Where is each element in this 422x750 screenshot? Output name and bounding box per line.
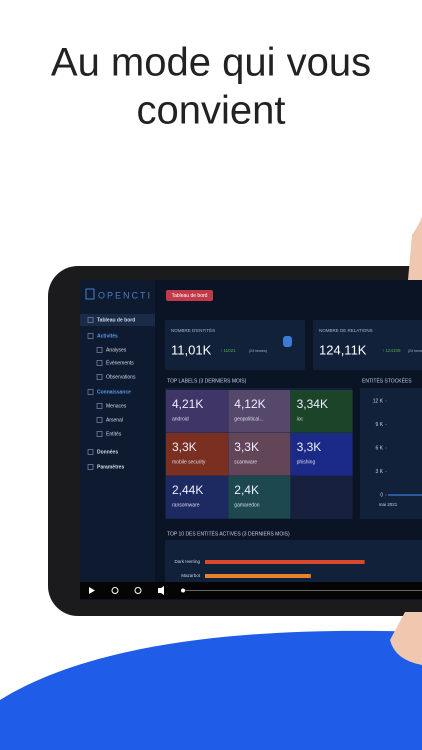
rewind-button[interactable] — [111, 587, 119, 594]
tile-label: phishing — [297, 459, 316, 465]
y-tick-label: 0 — [380, 492, 383, 498]
hand — [390, 215, 422, 665]
label-tile — [228, 390, 291, 433]
sidebar-item[interactable]: Tableau de bord — [97, 317, 135, 323]
sidebar-icon — [87, 449, 94, 455]
card — [313, 320, 422, 370]
sidebar-icon — [96, 374, 103, 380]
tile-label: android — [172, 416, 189, 422]
card-value: 124,11K — [319, 342, 367, 357]
sidebar — [80, 280, 155, 582]
y-tick-label: 12 K — [373, 398, 384, 404]
tile-value: 3,34K — [297, 397, 328, 411]
card-icon — [283, 336, 292, 347]
tile-value: 2,44K — [172, 483, 203, 497]
card-title: NOMBRE DE RELATIONS — [319, 328, 373, 333]
sidebar-item[interactable]: Entités — [106, 431, 122, 437]
tile-value: 2,4K — [234, 483, 259, 497]
sidebar-item[interactable]: Arsenal — [106, 417, 123, 423]
y-tick-label: 3 K — [375, 469, 383, 475]
sidebar-item[interactable]: Paramètres — [97, 464, 124, 470]
label-tile — [166, 476, 228, 519]
tile-label: geopolitical... — [234, 416, 263, 422]
volume-button[interactable] — [158, 586, 164, 595]
sidebar-icon — [96, 347, 103, 353]
section-title: ENTITÉS STOCKÉES — [362, 377, 412, 384]
tile-value: 3,3K — [172, 440, 197, 454]
logo — [85, 288, 95, 300]
sidebar-selected — [80, 314, 155, 326]
headline: Au mode qui vous — [51, 41, 371, 85]
tile-value: 3,3K — [234, 440, 259, 454]
card-period: (24 heures) — [249, 349, 267, 353]
sidebar-icon — [87, 389, 94, 395]
card-title: NOMBRE D'ENTITÉS — [171, 327, 215, 333]
tile-value: 3,3K — [297, 440, 322, 454]
play-button[interactable] — [89, 587, 95, 594]
bar-label: Dark Herring — [174, 559, 200, 564]
x-tick-label: mai 2021 — [379, 502, 398, 507]
label-tile — [290, 433, 353, 476]
sidebar-item[interactable]: Analyses — [106, 347, 127, 353]
tile-value: 4,12K — [234, 397, 265, 411]
bar — [205, 560, 365, 564]
sidebar-item[interactable]: Menaces — [106, 403, 127, 409]
sidebar-icon — [87, 333, 94, 339]
label-tile — [290, 390, 353, 433]
sidebar-icon — [87, 317, 94, 323]
tile-label: scamware — [234, 459, 257, 465]
section-title: TOP 10 DES ENTITÉS ACTIVES (3 DERNIERS M… — [167, 530, 290, 537]
label-tile — [290, 476, 353, 519]
sidebar-item[interactable]: Données — [97, 449, 118, 455]
panel — [360, 388, 422, 519]
tab[interactable] — [166, 290, 213, 301]
card — [165, 320, 305, 370]
tab-label[interactable]: Tableau de bord — [172, 293, 208, 299]
sidebar-icon — [96, 417, 103, 423]
label-tile — [166, 433, 228, 476]
brand: OPENCTI — [98, 290, 152, 300]
y-tick-label: 6 K — [375, 445, 383, 451]
sidebar-item[interactable]: Observations — [106, 374, 136, 380]
sidebar-icon — [87, 464, 94, 470]
card-delta: ↑ 11021 — [220, 348, 236, 353]
sidebar-icon — [96, 360, 103, 366]
tile-label: gamaredon — [234, 502, 260, 508]
sidebar-icon — [96, 431, 103, 437]
card-value: 11,01K — [171, 342, 212, 357]
tile-label: ioc — [297, 416, 304, 422]
tile-value: 4,21K — [172, 397, 203, 411]
card-period: (24 heures) — [408, 349, 422, 353]
bar — [205, 574, 311, 578]
progress-knob[interactable] — [181, 588, 185, 593]
card-delta: ↑ 124109 — [382, 348, 401, 353]
forward-button[interactable] — [134, 587, 142, 594]
sidebar-item[interactable]: Activités — [97, 333, 118, 339]
label-tile — [166, 390, 228, 433]
bar-label: Mazarbot — [181, 573, 201, 578]
label-tile — [228, 433, 291, 476]
sidebar-item[interactable]: Événements — [106, 359, 134, 366]
label-tile — [228, 476, 291, 519]
y-tick-label: 9 K — [375, 422, 383, 428]
background-wave — [0, 630, 422, 750]
section-title: TOP LABELS (3 DERNIERS MOIS) — [167, 378, 247, 384]
sidebar-item[interactable]: Connaissance — [97, 389, 131, 395]
headline: convient — [137, 89, 286, 133]
tile-label: ransomware — [172, 502, 200, 508]
tile-label: mobile security — [172, 459, 206, 465]
sidebar-icon — [96, 403, 103, 409]
